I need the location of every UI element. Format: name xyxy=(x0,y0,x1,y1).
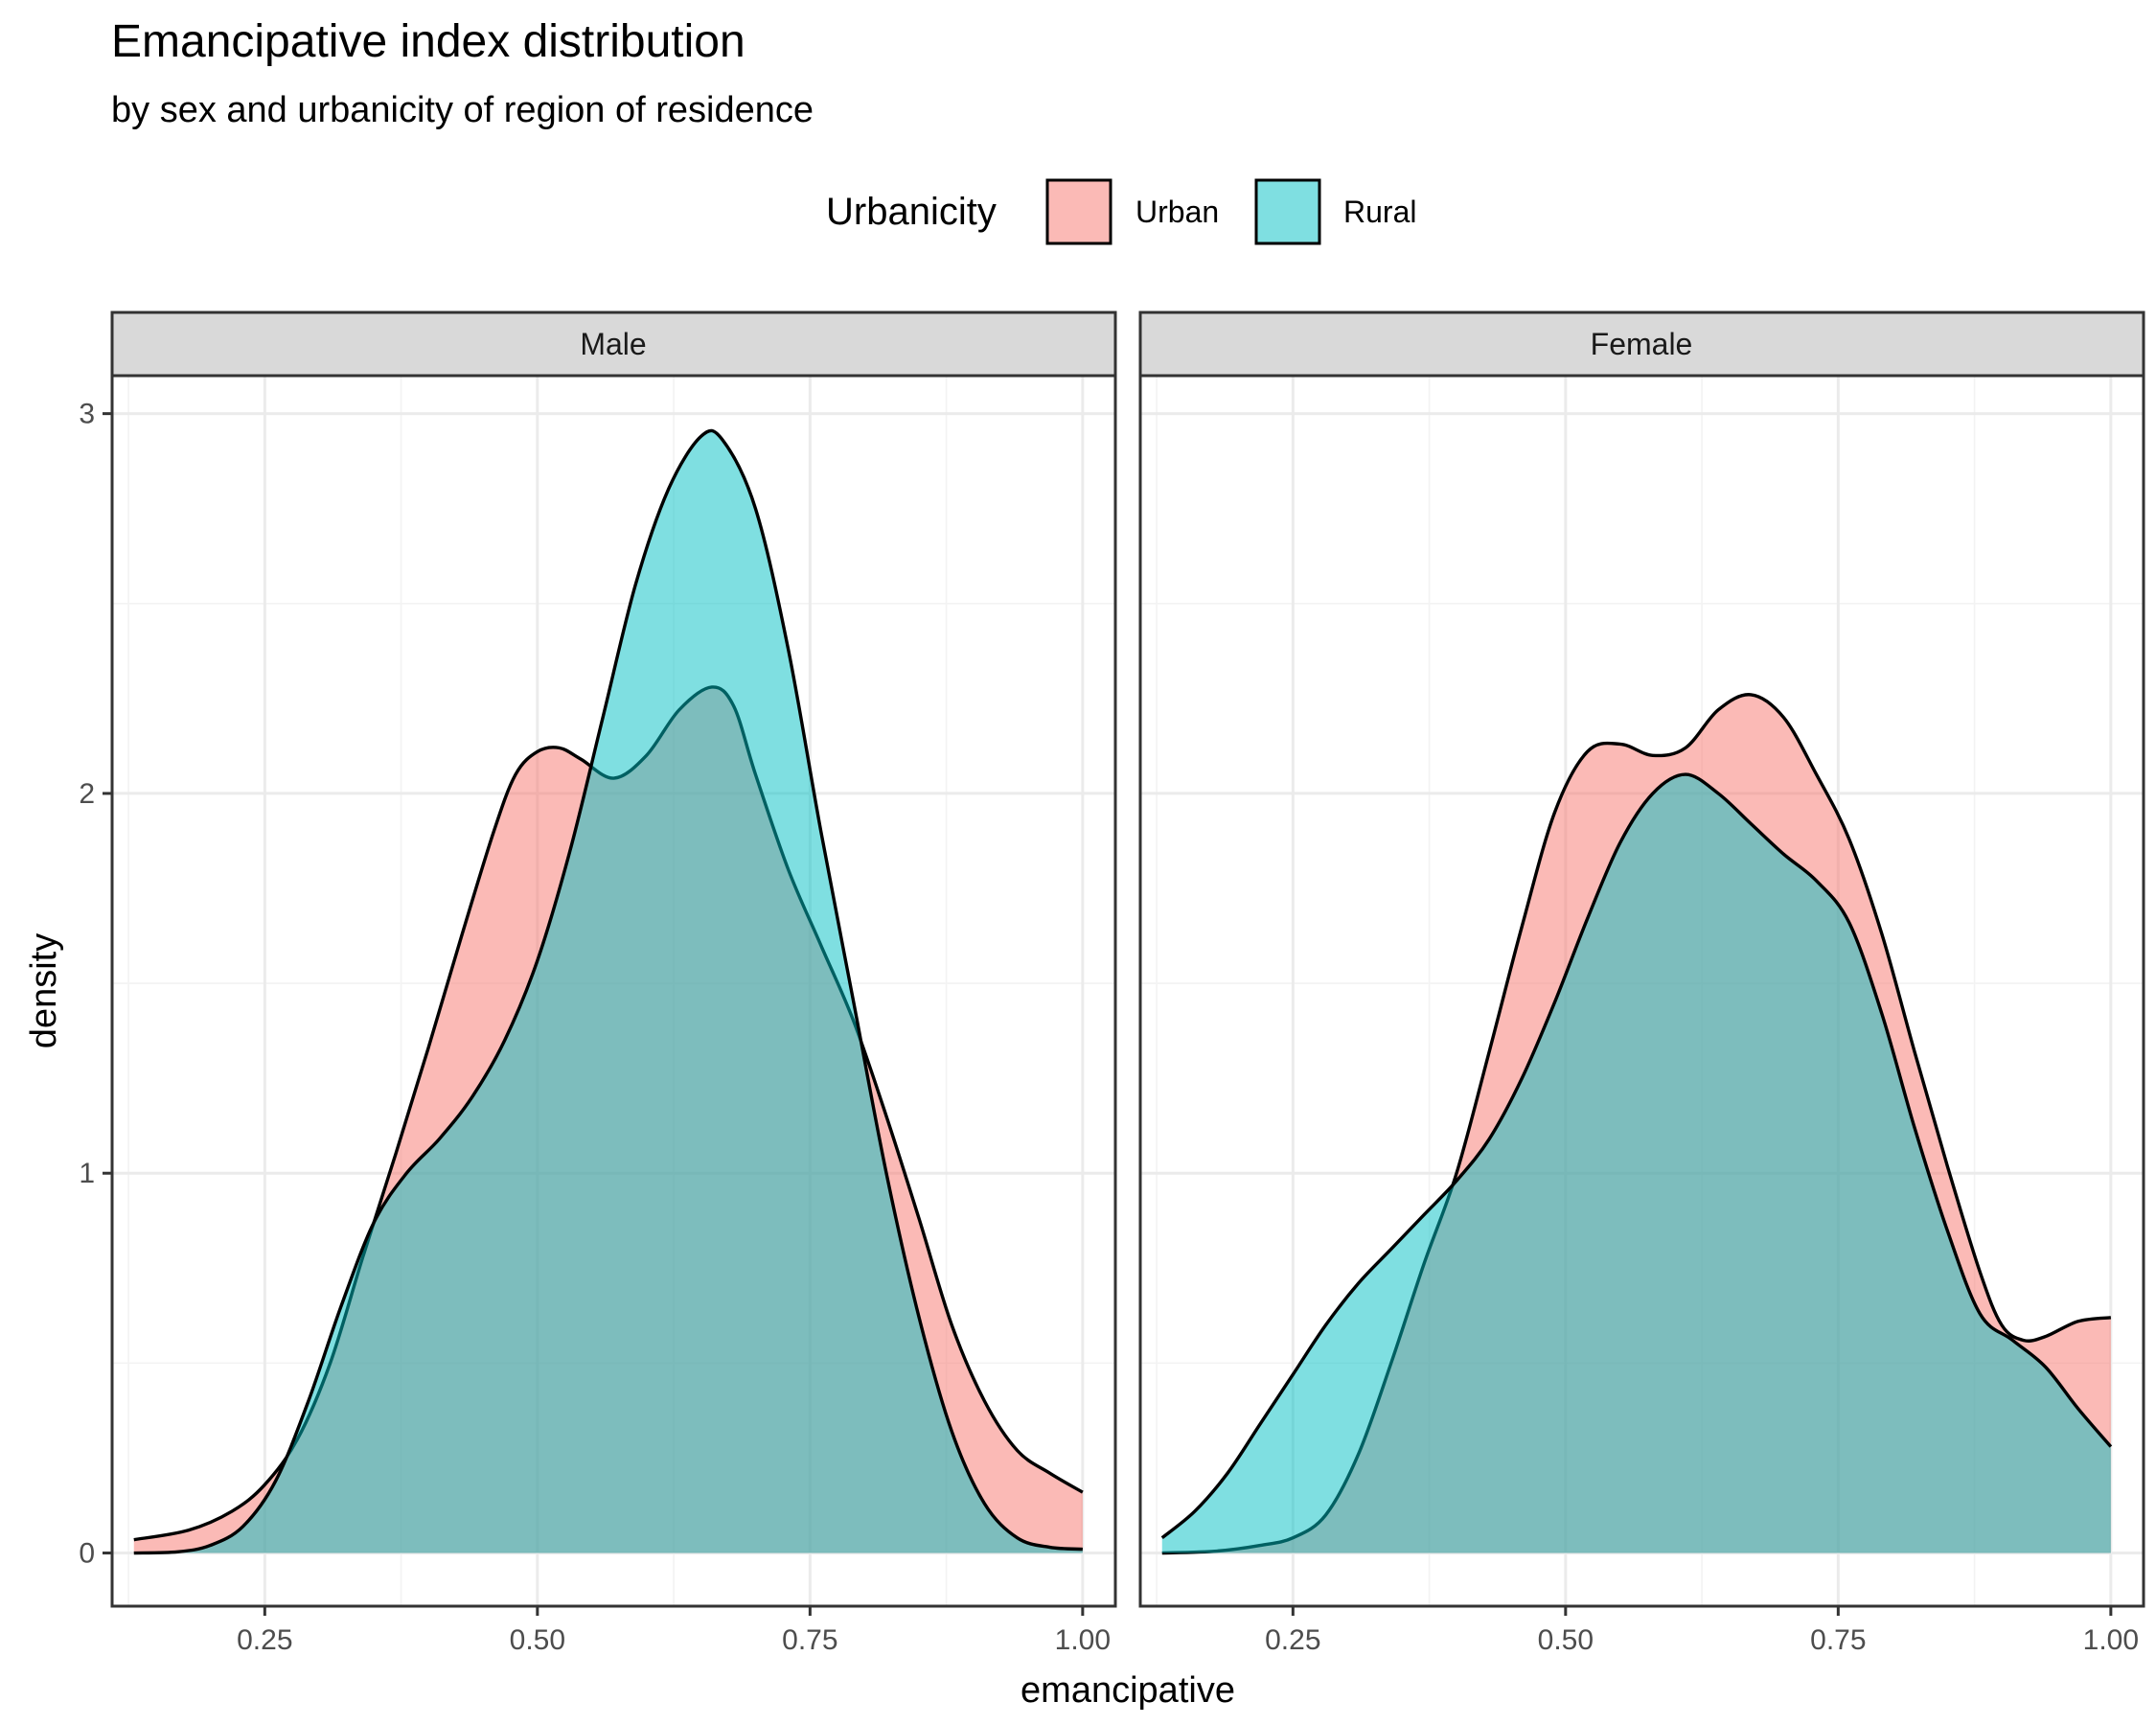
x-tick-label: 0.50 xyxy=(510,1624,565,1656)
x-axis-male: 0.25 0.50 0.75 1.00 xyxy=(237,1606,1111,1656)
y-tick-label: 2 xyxy=(79,778,95,810)
panel-border-male xyxy=(110,374,1117,1608)
density-area-male-rural xyxy=(133,430,1083,1553)
legend-swatch-rural xyxy=(1254,178,1321,245)
x-axis-title: emancipative xyxy=(1021,1670,1235,1711)
legend: Urbanicity Urban Rural xyxy=(826,178,1416,245)
x-tick-label: 0.25 xyxy=(1265,1624,1320,1656)
legend-label-rural: Rural xyxy=(1343,195,1416,229)
density-line-male-rural xyxy=(133,428,1083,1555)
legend-swatch-urban xyxy=(1045,178,1112,245)
density-series-female xyxy=(1160,693,2113,1555)
y-axis: 0 1 2 3 xyxy=(79,399,112,1570)
y-tick-label: 3 xyxy=(79,399,95,430)
x-tick-label: 0.75 xyxy=(782,1624,837,1656)
x-tick-label: 1.00 xyxy=(2083,1624,2139,1656)
y-tick-label: 0 xyxy=(79,1538,95,1570)
legend-label-urban: Urban xyxy=(1135,195,1219,229)
panel-male: Male 0.25 0.50 0.75 1.00 xyxy=(110,310,1117,1656)
y-axis-title: density xyxy=(24,933,64,1048)
density-area-female-rural xyxy=(1161,774,2111,1553)
density-line-female-rural xyxy=(1160,772,2113,1539)
chart-title: Emancipative index distribution xyxy=(111,16,745,67)
panel-female: Female 0.25 0.50 0.75 1.00 xyxy=(1138,310,2145,1656)
strip-label-female: Female xyxy=(1591,327,1693,361)
x-tick-label: 0.75 xyxy=(1810,1624,1866,1656)
density-series-male xyxy=(133,428,1084,1555)
x-tick-label: 1.00 xyxy=(1055,1624,1111,1656)
y-tick-label: 1 xyxy=(79,1158,95,1189)
chart-subtitle: by sex and urbanicity of region of resid… xyxy=(111,90,814,130)
strip-background-male xyxy=(110,310,1117,378)
legend-title: Urbanicity xyxy=(826,191,997,233)
strip-label-male: Male xyxy=(580,327,646,361)
strip-background-female xyxy=(1138,310,2145,378)
x-axis-female: 0.25 0.50 0.75 1.00 xyxy=(1265,1606,2139,1656)
panel-border-female xyxy=(1138,374,2145,1608)
x-tick-label: 0.25 xyxy=(237,1624,292,1656)
x-tick-label: 0.50 xyxy=(1538,1624,1594,1656)
